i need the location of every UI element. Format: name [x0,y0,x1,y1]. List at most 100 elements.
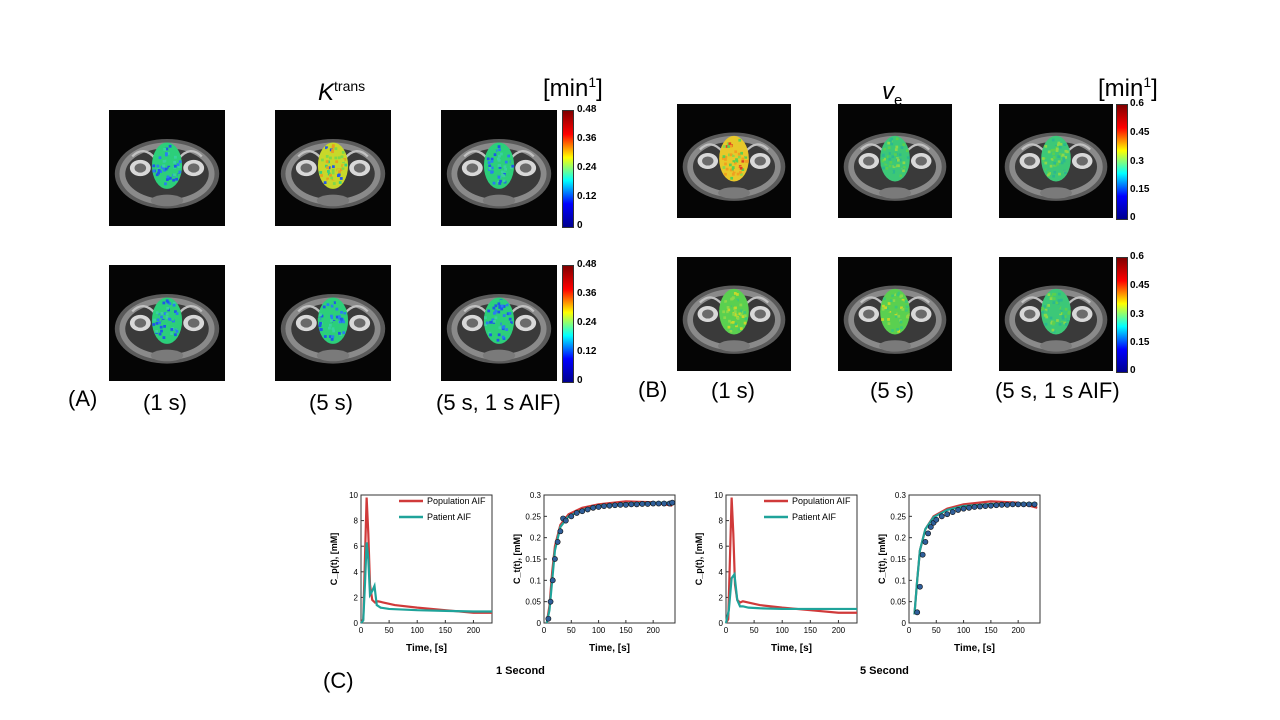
ct-plot-5s: 0 50 100 150 200 0 0.05 0.1 0.15 0.2 0.25 0.3 Time, … [877,491,1041,654]
ktrans-tick: 0.24 [577,162,597,173]
measured-point [919,551,926,558]
panel-a-caption-5s: (5 s) [309,390,353,415]
ve-tick: 0.15 [1130,184,1150,195]
ve-title: ve [882,78,902,109]
measured-point [949,509,956,515]
y-tick-label: 2 [719,593,724,602]
ve-map-1s-row1 [677,104,791,218]
panel-a-caption-1s: (1 s) [143,390,187,415]
y-tick-label: 0.2 [530,534,542,543]
measured-point [579,508,586,515]
panel-c-label: (C) [323,668,354,693]
measured-point [987,502,994,509]
y-tick-label: 0.1 [530,576,542,585]
legend-label: Population AIF [427,496,486,506]
legend-label: Population AIF [792,496,851,506]
legend-label: Patient AIF [427,512,472,522]
measured-point [547,598,554,605]
y-tick-label: 4 [354,568,359,577]
y-tick-label: 0.25 [890,512,906,521]
measured-point [925,530,932,537]
y-tick-label: 2 [354,593,359,602]
ve-map-5s-row1 [838,104,952,218]
measured-point [1026,501,1032,508]
y-tick-label: 6 [354,542,359,551]
ct-plot-1s: 0 50 100 150 200 0 0.05 0.1 0.15 0.2 0.25 0.3 Time, … [512,491,676,654]
ve-tick: 0.45 [1130,280,1150,291]
ve-tick: 0.6 [1130,251,1144,262]
x-axis-label: Time, [s] [406,643,447,654]
x-tick-label: 200 [467,626,481,635]
y-tick-label: 0 [537,619,542,628]
y-tick-label: 8 [719,517,724,526]
y-tick-label: 4 [719,568,724,577]
measured-point [938,513,945,520]
ve-map-5s1saif-row1 [999,104,1113,218]
x-tick-label: 200 [1011,626,1025,635]
x-tick-label: 0 [542,626,547,635]
y-axis-label: C_t(t), [mM] [512,534,522,584]
measured-point [545,615,552,622]
ktrans-sup: trans [334,78,366,94]
x-tick-label: 0 [724,626,729,635]
measured-point [914,609,921,616]
panel-c-subcaption-5s: 5 Second [860,665,909,677]
ve-map-5s-row2 [838,257,952,371]
x-tick-label: 50 [567,626,576,635]
ktrans-tick: 0.12 [577,346,597,357]
measured-point [633,501,640,508]
measured-point [584,506,591,513]
measured-point [977,503,983,510]
x-axis-label: Time, [s] [771,643,812,654]
measured-point [622,501,629,508]
ktrans-tick: 0.48 [577,259,597,270]
y-tick-label: 0.15 [525,555,541,564]
x-tick-label: 150 [619,626,633,635]
panel-a-label: (A) [68,386,98,411]
population-aif-line [360,497,492,624]
measured-point [562,517,569,524]
x-tick-label: 150 [984,626,998,635]
ktrans-tick: 0.48 [577,104,597,115]
measured-point [927,524,934,530]
ktrans-tick: 0.12 [577,191,597,202]
ktrans-unit: [min1] [543,74,603,103]
ktrans-tick: 0 [577,375,583,386]
measured-point [1015,501,1022,508]
measured-point [554,539,561,545]
y-tick-label: 0.05 [890,598,906,607]
y-tick-label: 0 [719,619,724,628]
ktrans-unit-main: [min [543,75,589,102]
ve-tick: 0 [1130,212,1136,223]
panel-c-subcaption-1s: 1 Second [496,665,545,677]
ve-unit-main: [min [1098,75,1144,102]
measured-point [628,501,635,508]
x-tick-label: 150 [439,626,453,635]
plot-frame [543,494,676,624]
ve-unit-close: ] [1151,75,1158,102]
y-tick-label: 0.1 [895,576,907,585]
ktrans-map-1s-row2 [109,265,225,381]
measured-point [993,502,1000,509]
x-tick-label: 0 [907,626,912,635]
ve-tick: 0 [1130,365,1136,376]
measured-point [601,503,607,509]
ve-symbol: v [882,78,894,105]
x-tick-label: 100 [411,626,425,635]
ve-tick: 0.3 [1130,309,1144,320]
x-tick-label: 50 [932,626,941,635]
ve-tick: 0.3 [1130,156,1144,167]
panel-b-caption-5s1saif: (5 s, 1 s AIF) [995,378,1120,403]
measured-point [655,500,662,507]
measured-point [552,556,558,562]
patient-aif-line [724,571,857,624]
measured-point [922,539,929,545]
x-tick-label: 200 [832,626,846,635]
x-tick-label: 100 [592,626,606,635]
ktrans-title: Ktrans [318,78,365,107]
measured-point [971,504,978,510]
ve-unit-sup: 1 [1143,74,1152,90]
x-tick-label: 150 [804,626,818,635]
measured-point [617,501,624,508]
y-tick-label: 0 [354,619,359,628]
